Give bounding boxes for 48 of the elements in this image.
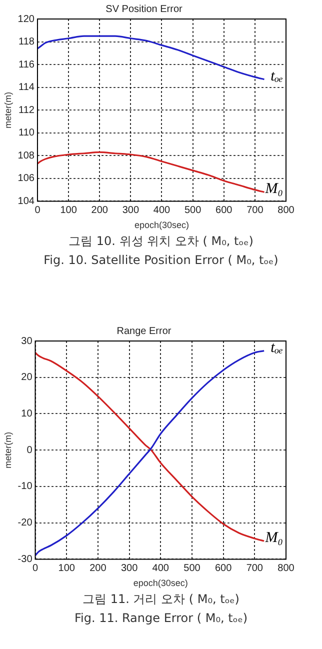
y-tick-label: 112 bbox=[18, 104, 35, 116]
y-tick-label: 108 bbox=[18, 150, 35, 162]
y-axis-title: meter(m) bbox=[2, 432, 13, 468]
y-tick-label: 104 bbox=[18, 196, 35, 207]
y-tick-label: 120 bbox=[18, 14, 35, 25]
line-series bbox=[37, 151, 266, 193]
y-axis-title: meter(m) bbox=[2, 92, 13, 128]
series-label: M₀ bbox=[264, 181, 283, 198]
x-axis-title: epoch(30sec) bbox=[134, 220, 190, 230]
x-tick-label: 700 bbox=[246, 562, 264, 574]
x-tick-label: 600 bbox=[214, 562, 232, 574]
x-axis-title: epoch(30sec) bbox=[133, 578, 188, 588]
x-tick-label: 800 bbox=[278, 204, 295, 216]
series-label: M₀ bbox=[264, 530, 283, 546]
y-tick-label: 0 bbox=[26, 444, 33, 456]
y-tick-label: 116 bbox=[18, 59, 35, 70]
x-tick-label: 500 bbox=[184, 562, 201, 574]
series-label: tₒₑ bbox=[270, 340, 284, 356]
caption: 그림 10. 위성 위치 오차 ( M₀, tₒₑ) bbox=[68, 233, 254, 250]
y-tick-label: -30 bbox=[18, 554, 33, 565]
series-label: tₒₑ bbox=[270, 68, 284, 84]
x-tick-label: 200 bbox=[90, 562, 107, 574]
x-tick-label: 100 bbox=[58, 562, 76, 574]
caption: Fig. 11. Range Error ( M₀, tₒₑ) bbox=[73, 610, 249, 627]
y-tick-label: 110 bbox=[18, 128, 35, 139]
x-tick-label: 200 bbox=[91, 204, 108, 216]
y-tick-label: 114 bbox=[18, 82, 35, 94]
y-tick-label: 30 bbox=[21, 336, 33, 347]
y-tick-label: 118 bbox=[18, 36, 35, 48]
x-tick-label: 500 bbox=[184, 204, 202, 216]
y-tick-label: 20 bbox=[21, 372, 33, 384]
y-tick-label: -20 bbox=[18, 518, 33, 529]
x-tick-label: 400 bbox=[152, 562, 170, 574]
line-series bbox=[37, 35, 266, 80]
x-tick-label: 600 bbox=[216, 204, 233, 216]
x-tick-label: 400 bbox=[153, 204, 171, 216]
chart-title: SV Position Error bbox=[106, 4, 184, 15]
y-tick-label: -10 bbox=[18, 481, 33, 492]
y-tick-label: 106 bbox=[18, 173, 35, 184]
x-tick-label: 800 bbox=[278, 562, 295, 574]
x-tick-label: 300 bbox=[120, 562, 138, 574]
x-tick-label: 700 bbox=[246, 204, 264, 216]
chart-title: Range Error bbox=[116, 326, 172, 337]
caption: 그림 11. 거리 오차 ( M₀, tₒₑ) bbox=[82, 591, 240, 608]
y-tick-label: 10 bbox=[21, 408, 33, 420]
x-tick-label: 300 bbox=[122, 204, 140, 216]
x-tick-label: 100 bbox=[60, 204, 78, 216]
caption: Fig. 10. Satellite Position Error ( M₀, tₒₑ) bbox=[42, 252, 280, 269]
